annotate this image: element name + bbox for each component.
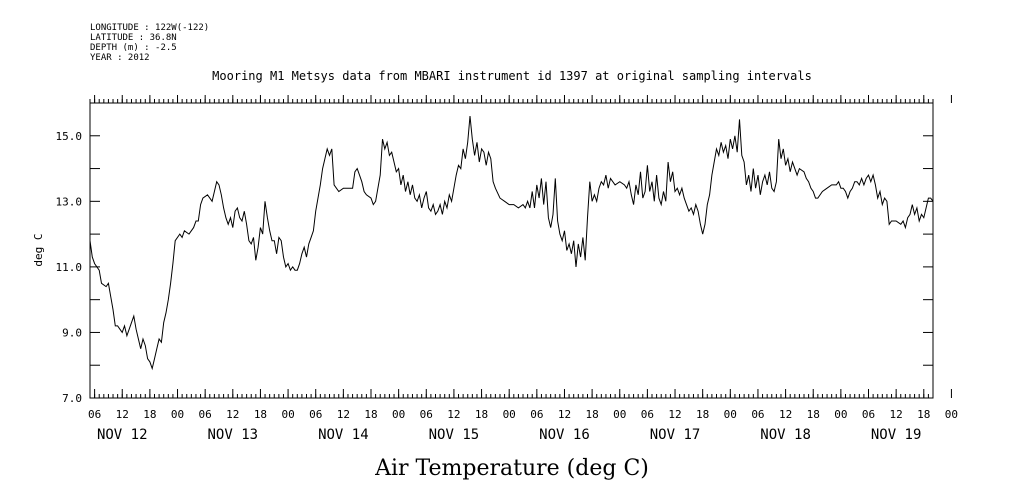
x-day-label: NOV 17: [650, 427, 701, 443]
x-hour-label: 06: [751, 408, 764, 421]
x-axis-label: Air Temperature (deg C): [374, 456, 649, 481]
x-hour-label: 06: [641, 408, 654, 421]
x-day-label: NOV 16: [539, 427, 590, 443]
x-hour-label: 00: [945, 408, 958, 421]
x-hour-label: 00: [834, 408, 847, 421]
x-hour-label: 00: [724, 408, 737, 421]
x-day-label: NOV 19: [871, 427, 922, 443]
series-line: [89, 116, 934, 371]
meta-depth: DEPTH (m) : -2.5: [90, 43, 177, 53]
x-hour-label: 06: [199, 408, 212, 421]
x-hour-label: 06: [309, 408, 322, 421]
x-hour-label: 18: [254, 408, 267, 421]
meta-longitude: LONGITUDE : 122W(-122): [90, 23, 209, 33]
y-tick-label: 9.0: [62, 326, 82, 339]
x-hour-label: 00: [171, 408, 184, 421]
x-hour-label: 06: [862, 408, 875, 421]
y-tick-label: 7.0: [62, 392, 82, 405]
x-hour-label: 06: [530, 408, 543, 421]
x-hour-label: 12: [116, 408, 129, 421]
x-day-label: NOV 13: [208, 427, 259, 443]
y-tick-labels: 7.0 9.0 11.0 13.0 15.0: [56, 130, 83, 405]
x-hour-label: 00: [503, 408, 516, 421]
x-hour-label: 18: [807, 408, 820, 421]
plot-frame: [89, 102, 934, 399]
x-hour-label: 18: [475, 408, 488, 421]
x-hour-label: 12: [779, 408, 792, 421]
y-tick-label: 15.0: [56, 130, 83, 143]
x-hour-label: 12: [558, 408, 571, 421]
x-hour-label: 18: [143, 408, 156, 421]
y-tick-label: 13.0: [56, 195, 83, 208]
x-hour-label: 12: [447, 408, 460, 421]
x-hour-label: 18: [696, 408, 709, 421]
x-hour-label: 12: [337, 408, 350, 421]
meta-year: YEAR : 2012: [90, 53, 150, 63]
axis-ticks: [89, 95, 952, 398]
meta-latitude: LATITUDE : 36.8N: [90, 33, 177, 43]
x-hour-label: 00: [281, 408, 294, 421]
x-day-label: NOV 14: [318, 427, 369, 443]
x-hour-label: 06: [420, 408, 433, 421]
chart-title: Mooring M1 Metsys data from MBARI instru…: [212, 69, 812, 83]
x-hour-label: 00: [613, 408, 626, 421]
x-hour-label: 00: [392, 408, 405, 421]
x-hour-label: 12: [226, 408, 239, 421]
x-hour-label: 12: [890, 408, 903, 421]
x-hour-label: 18: [364, 408, 377, 421]
x-day-labels: NOV 12 NOV 13 NOV 14 NOV 15 NOV 16 NOV 17 NOV …: [97, 427, 921, 443]
x-hour-label: 18: [917, 408, 930, 421]
y-axis-label: deg C: [32, 233, 45, 266]
x-hour-label: 18: [585, 408, 598, 421]
x-hour-label: 12: [668, 408, 681, 421]
x-day-label: NOV 18: [760, 427, 811, 443]
y-tick-label: 11.0: [56, 261, 83, 274]
x-hour-labels: 06 12 18 00 06 12 18 00 06 12 18 00 06 12 18 00 06 12 18 00…: [88, 408, 958, 421]
x-day-label: NOV 15: [429, 427, 480, 443]
x-day-label: NOV 12: [97, 427, 148, 443]
x-hour-label: 06: [88, 408, 101, 421]
